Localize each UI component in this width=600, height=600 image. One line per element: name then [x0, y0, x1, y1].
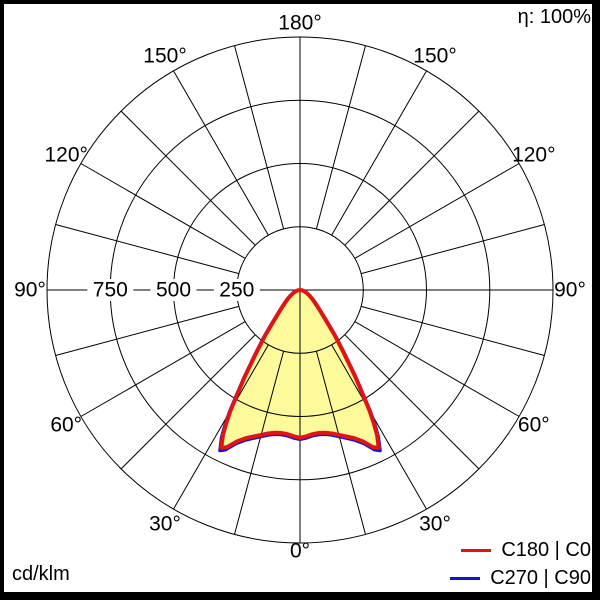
angle-label: 30° — [149, 512, 181, 535]
legend: C180 | C0 C270 | C90 — [450, 539, 591, 590]
grid-radial-line — [120, 110, 256, 246]
frame-border-left — [0, 0, 4, 600]
radial-tick-label: 750 — [93, 279, 128, 302]
legend-label-c180-c0: C180 | C0 — [501, 539, 591, 561]
legend-item-c270-c90: C270 | C90 — [450, 567, 591, 590]
grid-radial-line — [55, 305, 240, 356]
radial-tick-label: 500 — [156, 279, 191, 302]
grid-radial-line — [80, 163, 246, 259]
label-mask — [213, 279, 260, 301]
grid-radial-line — [173, 70, 269, 236]
angle-label: 30° — [419, 512, 451, 535]
grid-radial-line — [120, 334, 256, 470]
grid-radial-line — [360, 224, 545, 275]
legend-blue-line-swatch — [450, 577, 481, 580]
angle-label: 120° — [44, 144, 87, 167]
grid-radial-line — [173, 344, 269, 510]
angle-label: 150° — [413, 45, 456, 68]
angle-label: 0° — [290, 540, 310, 563]
grid-radial-line — [315, 350, 366, 535]
angle-label: 90° — [14, 279, 46, 302]
intensity-curves — [218, 288, 382, 453]
frame-border-top — [0, 0, 600, 4]
polar-grid — [46, 36, 554, 544]
curve-c180-c0 — [219, 288, 381, 450]
frame-border-right — [592, 0, 600, 600]
grid-radial-line — [55, 224, 240, 275]
angle-labels: 0° 30° 30° 60° 60° 90° 90° 120° 120° 150° 150° 180° — [14, 12, 586, 563]
grid-radial-line — [331, 70, 427, 236]
legend-item-c180-c0: C180 | C0 — [461, 539, 591, 562]
grid-radial-line — [354, 321, 520, 417]
angle-label: 60° — [518, 414, 550, 437]
legend-red-line-swatch — [461, 549, 492, 552]
unit-label: cd/klm — [12, 563, 70, 585]
grid-radial-line — [234, 350, 285, 535]
legend-label-c270-c90: C270 | C90 — [490, 567, 591, 589]
radial-tick-label: 250 — [219, 279, 254, 302]
grid-radial-line — [331, 344, 427, 510]
frame-border-bottom — [0, 592, 600, 600]
grid-radial-line — [234, 45, 285, 230]
angle-label: 180° — [278, 12, 321, 35]
grid-radial-line — [344, 334, 480, 470]
efficiency-label: η: 100% — [517, 6, 591, 28]
angle-label: 150° — [143, 45, 186, 68]
grid-radial-line — [80, 321, 246, 417]
grid-radial-line — [360, 305, 545, 356]
grid-radial-line — [344, 110, 480, 246]
label-mask — [87, 279, 134, 301]
angle-label: 60° — [50, 414, 82, 437]
label-mask — [150, 279, 197, 301]
grid-radial-line — [315, 45, 366, 230]
angle-label: 120° — [512, 144, 555, 167]
angle-label: 90° — [554, 279, 586, 302]
grid-radial-line — [354, 163, 520, 259]
radial-scale-labels: 250 500 750 — [87, 279, 260, 302]
